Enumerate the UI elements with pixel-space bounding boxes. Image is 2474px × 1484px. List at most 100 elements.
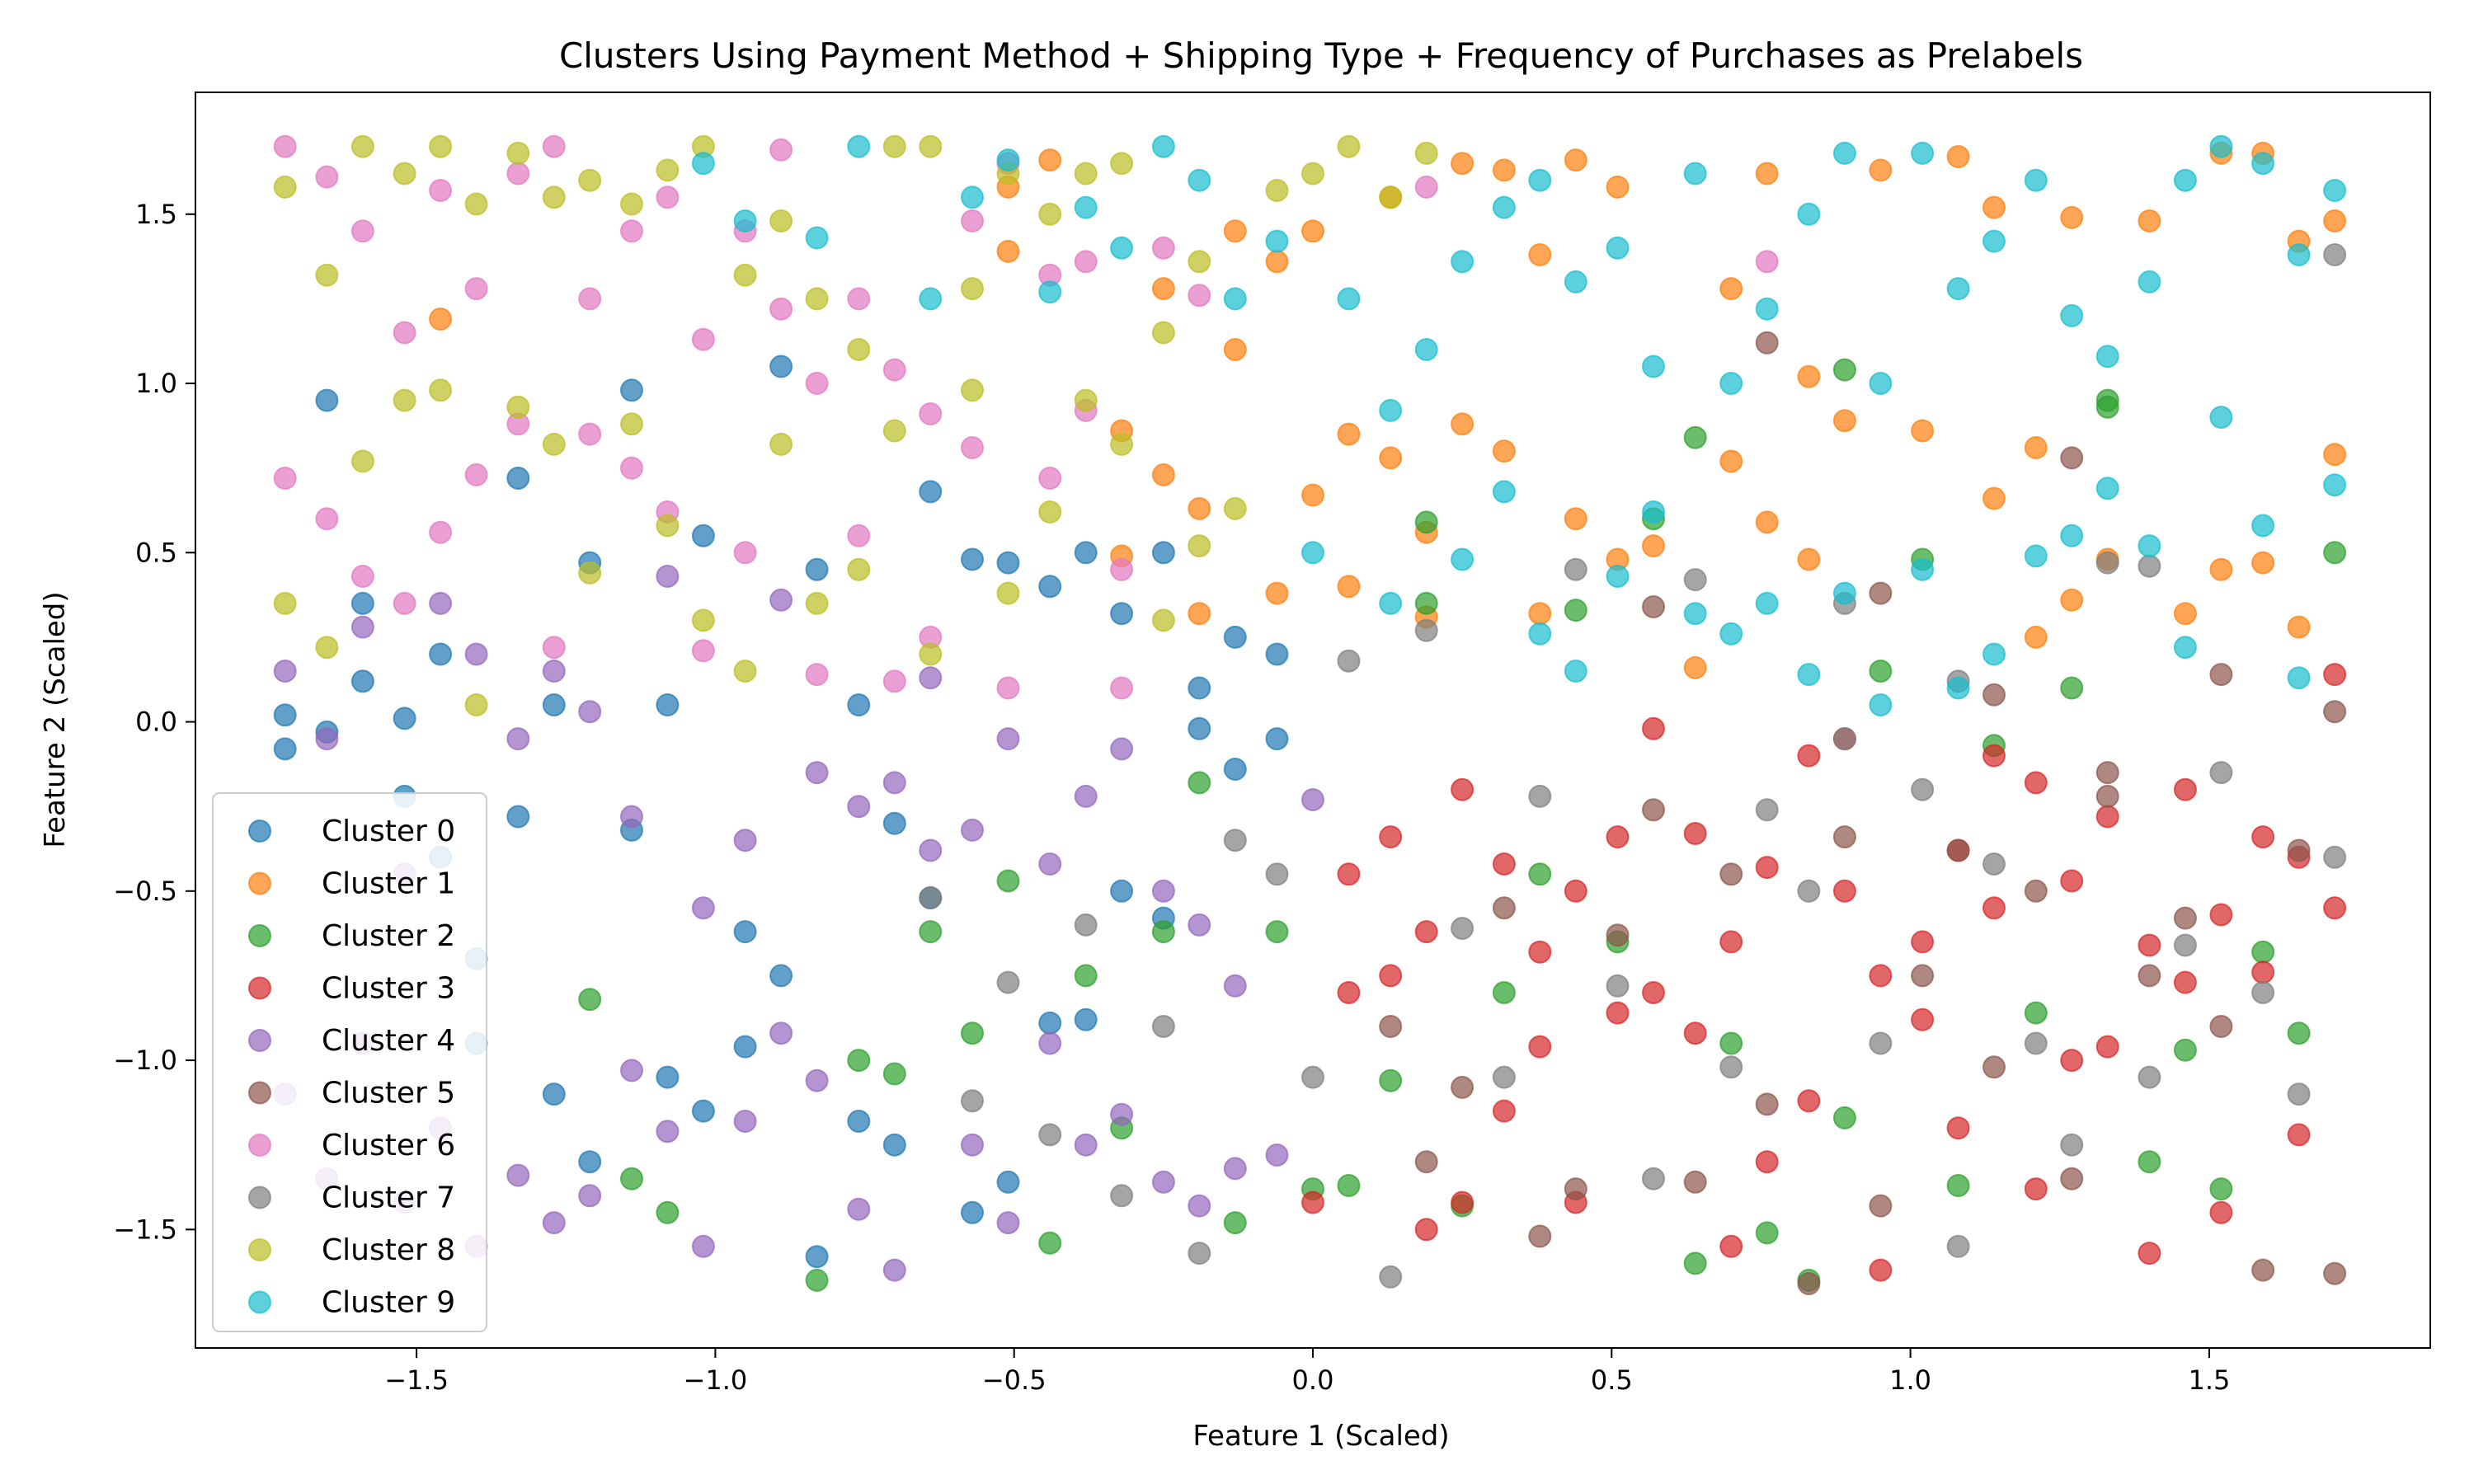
cluster-1-point xyxy=(1564,507,1587,531)
cluster-9-point xyxy=(1337,287,1361,311)
cluster-0-point xyxy=(1038,1011,1062,1035)
cluster-4-point xyxy=(542,1211,566,1235)
cluster-1-point xyxy=(2138,209,2161,232)
cluster-4-point xyxy=(733,829,757,852)
cluster-0-point xyxy=(847,693,871,716)
cluster-8-point xyxy=(1038,500,1062,524)
cluster-0-point xyxy=(1223,625,1247,649)
cluster-1-point xyxy=(1492,158,1516,182)
cluster-3-point xyxy=(1414,920,1438,944)
cluster-9-point xyxy=(805,226,829,250)
cluster-7-point xyxy=(1564,557,1587,581)
cluster-8-point xyxy=(620,192,643,216)
cluster-0-point xyxy=(919,480,943,504)
cluster-0-point xyxy=(273,703,297,727)
cluster-0-point xyxy=(1151,541,1175,565)
cluster-6-point xyxy=(656,186,680,209)
cluster-5-point xyxy=(1982,1055,2006,1079)
legend-label-cluster-1: Cluster 1 xyxy=(322,867,455,901)
cluster-4-point xyxy=(1110,1102,1134,1126)
cluster-6-point xyxy=(542,636,566,660)
cluster-1-point xyxy=(1642,534,1665,558)
cluster-8-point xyxy=(578,561,602,585)
cluster-0-point xyxy=(1038,575,1062,599)
cluster-6-point xyxy=(691,327,715,351)
x-tick-label: −0.5 xyxy=(982,1364,1047,1396)
cluster-7-point xyxy=(1379,1265,1403,1289)
cluster-3-point xyxy=(1564,879,1587,903)
cluster-4-point xyxy=(1265,1144,1289,1167)
cluster-2-point xyxy=(1151,920,1175,944)
series-cluster-5 xyxy=(1379,331,2347,1295)
cluster-3-point xyxy=(1414,1218,1438,1242)
cluster-2-point xyxy=(1946,1174,1970,1197)
cluster-4-point xyxy=(1223,974,1247,998)
cluster-2-point xyxy=(996,869,1020,893)
cluster-0-point xyxy=(1074,541,1098,565)
legend-marker-cluster-7 xyxy=(248,1186,271,1209)
cluster-8-point xyxy=(464,693,488,716)
cluster-2-point xyxy=(2209,1177,2233,1201)
x-tick-label: −1.0 xyxy=(684,1364,748,1396)
cluster-0-point xyxy=(961,547,984,571)
cluster-1-point xyxy=(2287,615,2311,639)
cluster-1-point xyxy=(1797,547,1821,571)
cluster-4-point xyxy=(656,1120,680,1144)
cluster-4-point xyxy=(769,588,793,612)
cluster-4-point xyxy=(691,1234,715,1258)
cluster-8-point xyxy=(429,378,453,402)
cluster-2-point xyxy=(1719,1031,1743,1055)
cluster-7-point xyxy=(2323,243,2347,266)
cluster-9-point xyxy=(847,134,871,158)
legend-label-cluster-9: Cluster 9 xyxy=(322,1286,455,1320)
cluster-7-point xyxy=(1642,1167,1665,1190)
series-cluster-0 xyxy=(273,355,1289,1269)
cluster-5-point xyxy=(1832,825,1856,849)
y-axis-label: Feature 2 (Scaled) xyxy=(39,591,72,848)
cluster-6-point xyxy=(542,134,566,158)
cluster-8-point xyxy=(961,277,984,301)
cluster-9-point xyxy=(1797,202,1821,226)
cluster-8-point xyxy=(350,449,374,473)
cluster-1-point xyxy=(1151,463,1175,486)
cluster-0-point xyxy=(1110,879,1134,903)
y-tick-label: 1.0 xyxy=(135,368,177,399)
cluster-7-point xyxy=(1151,1015,1175,1038)
cluster-8-point xyxy=(1379,186,1403,209)
cluster-9-point xyxy=(2024,168,2048,192)
cluster-9-point xyxy=(1151,134,1175,158)
cluster-4-point xyxy=(1188,913,1211,937)
cluster-2-point xyxy=(1683,1252,1707,1275)
cluster-1-point xyxy=(1564,148,1587,172)
cluster-2-point xyxy=(1379,1068,1403,1092)
cluster-4-point xyxy=(350,615,374,639)
cluster-8-point xyxy=(1301,162,1324,186)
cluster-0-point xyxy=(542,1082,566,1106)
cluster-7-point xyxy=(1337,649,1361,673)
cluster-1-point xyxy=(1265,250,1289,274)
cluster-0-point xyxy=(769,964,793,988)
cluster-9-point xyxy=(1642,500,1665,524)
cluster-8-point xyxy=(769,432,793,456)
cluster-6-point xyxy=(1074,250,1098,274)
cluster-9-point xyxy=(2251,514,2275,538)
cluster-7-point xyxy=(2173,933,2197,957)
cluster-1-point xyxy=(1869,158,1893,182)
cluster-6-point xyxy=(506,162,530,186)
cluster-6-point xyxy=(733,541,757,565)
cluster-4-point xyxy=(506,727,530,751)
cluster-2-point xyxy=(961,1021,984,1045)
cluster-7-point xyxy=(1528,784,1552,808)
cluster-7-point xyxy=(1797,879,1821,903)
cluster-3-point xyxy=(1379,964,1403,988)
cluster-8-point xyxy=(882,419,906,443)
cluster-7-point xyxy=(2138,554,2161,578)
cluster-4-point xyxy=(882,1258,906,1282)
cluster-8-point xyxy=(429,134,453,158)
cluster-3-point xyxy=(2138,1242,2161,1266)
cluster-7-point xyxy=(2287,1082,2311,1106)
cluster-6-point xyxy=(1188,284,1211,308)
cluster-3-point xyxy=(1451,1190,1475,1214)
cluster-9-point xyxy=(1038,280,1062,304)
cluster-3-point xyxy=(2095,805,2119,829)
